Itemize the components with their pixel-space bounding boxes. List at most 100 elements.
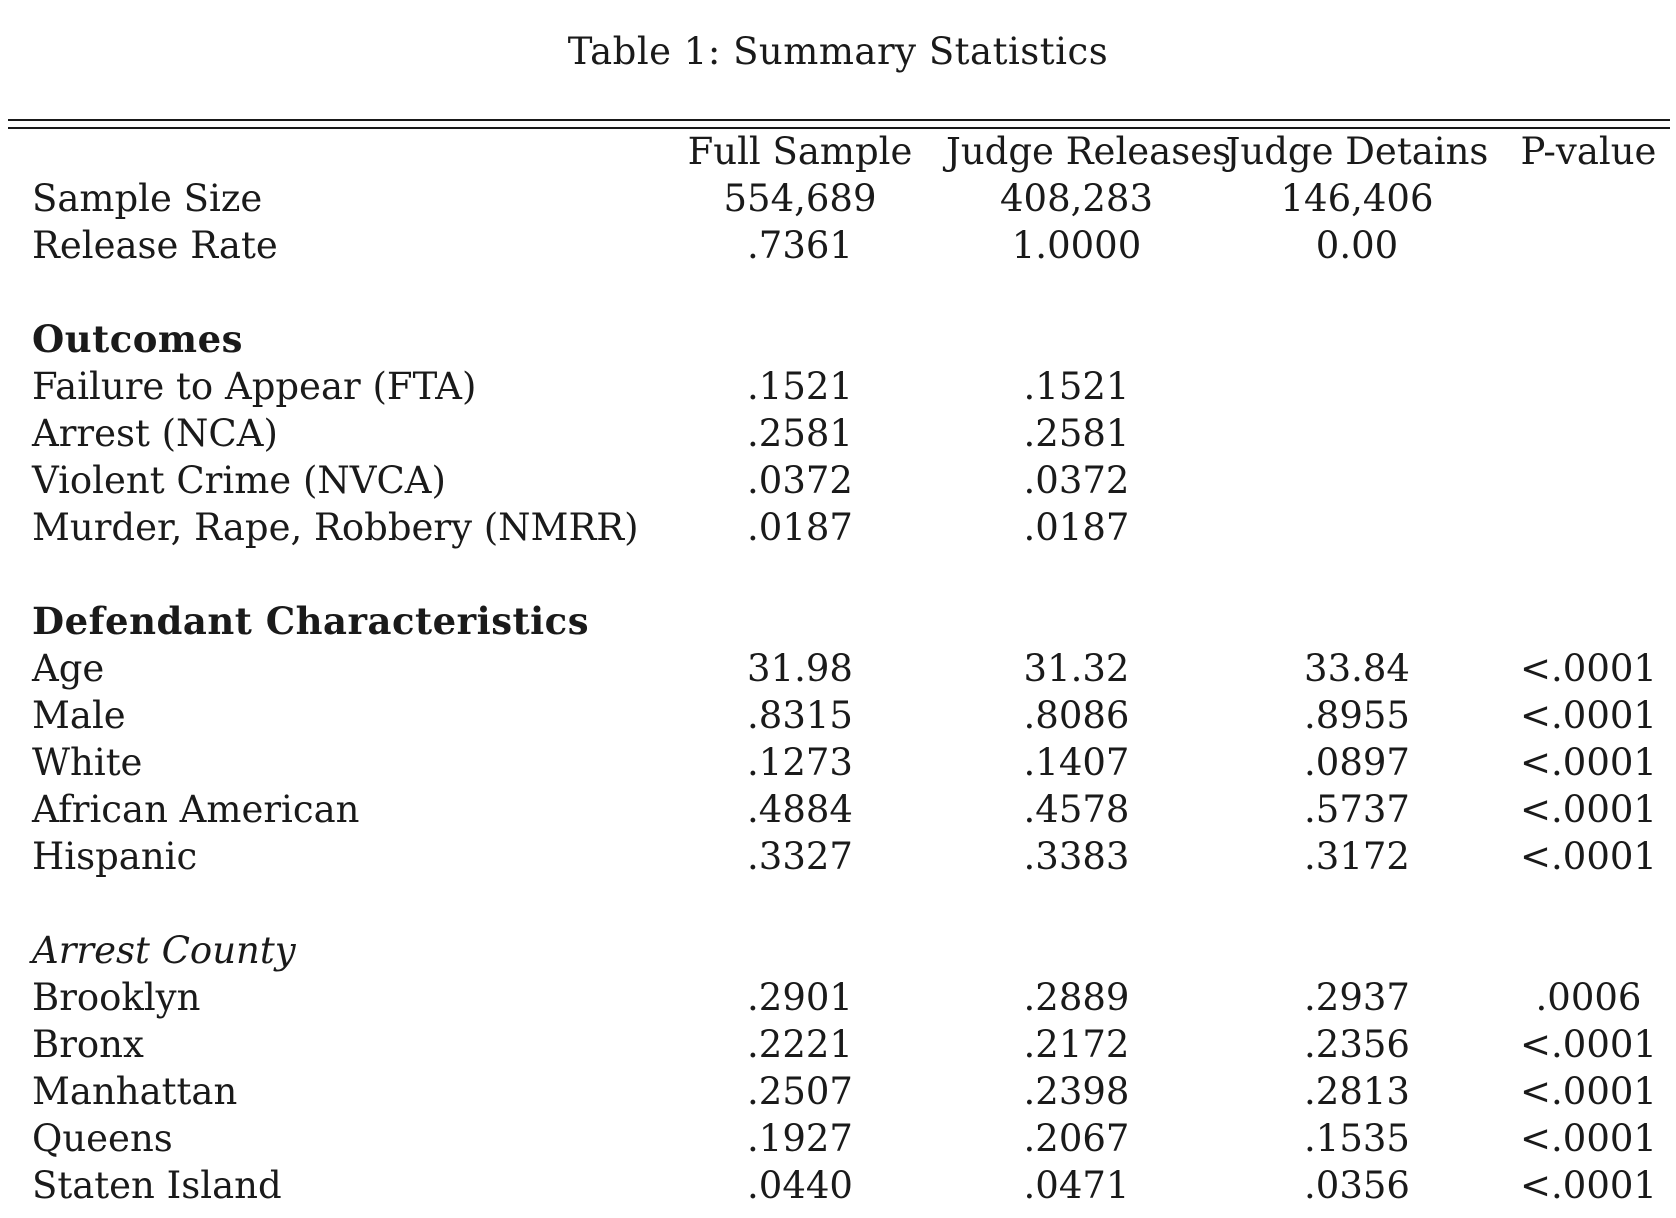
judge-releases-value: .0187 (1023, 506, 1130, 549)
table-body: Sample Size 554,689 408,283 146,406 Release … (32, 175, 1670, 1209)
table-row: Staten Island .0440 .0471 .0356 <.0001 (32, 1162, 1670, 1209)
table-row: Hispanic .3327 .3383 .3172 <.0001 (32, 833, 1670, 880)
table-row: Sample Size 554,689 408,283 146,406 (32, 175, 1670, 222)
judge-detains-value: .8955 (1304, 694, 1410, 737)
column-header-full-sample: Full Sample (687, 130, 913, 173)
header-empty-cell (32, 128, 654, 175)
column-header-p-value: P-value (1520, 130, 1657, 173)
judge-detains-value: 0.00 (1315, 224, 1399, 267)
judge-releases-value: 31.32 (1023, 647, 1130, 690)
table-row: African American .4884 .4578 .5737 <.0001 (32, 786, 1670, 833)
p-value: <.0001 (1520, 1164, 1657, 1207)
section-heading-outcomes-title: Outcomes (32, 317, 243, 361)
p-value: <.0001 (1520, 1023, 1657, 1066)
table-row: Brooklyn .2901 .2889 .2937 .0006 (32, 974, 1670, 1021)
row-label: Male (32, 694, 126, 737)
p-value (1507, 222, 1670, 269)
full-sample-value: .4884 (747, 788, 853, 831)
judge-releases-value: .8086 (1023, 694, 1130, 737)
p-value: <.0001 (1520, 835, 1657, 878)
section-heading-defendant-characteristics: Defendant Characteristics (32, 598, 1670, 645)
judge-releases-value: .4578 (1023, 788, 1130, 831)
full-sample-value: .7361 (747, 224, 853, 267)
spacer-cell (32, 551, 1670, 598)
spacer-row (32, 269, 1670, 316)
full-sample-value: .0372 (747, 459, 853, 502)
judge-releases-value: 408,283 (999, 177, 1153, 220)
judge-releases-value: .1521 (1023, 365, 1130, 408)
spacer-cell (32, 269, 1670, 316)
judge-releases-value: .2067 (1023, 1117, 1130, 1160)
p-value (1507, 457, 1670, 504)
row-label: Violent Crime (NVCA) (32, 459, 446, 502)
spacer-cell (32, 880, 1670, 927)
table-row: White .1273 .1407 .0897 <.0001 (32, 739, 1670, 786)
column-header-judge-detains: Judge Detains (1225, 130, 1489, 173)
judge-detains-value: .2813 (1304, 1070, 1410, 1113)
p-value (1507, 504, 1670, 551)
p-value: <.0001 (1520, 694, 1657, 737)
p-value: <.0001 (1520, 1117, 1657, 1160)
judge-releases-value: .2889 (1023, 976, 1130, 1019)
table-row: Male .8315 .8086 .8955 <.0001 (32, 692, 1670, 739)
full-sample-value: .1521 (747, 365, 853, 408)
row-label: Murder, Rape, Robbery (NMRR) (32, 506, 639, 549)
p-value (1507, 410, 1670, 457)
judge-releases-value: .2172 (1023, 1023, 1130, 1066)
column-header-judge-releases: Judge Releases (946, 130, 1232, 173)
table-row: Violent Crime (NVCA) .0372 .0372 (32, 457, 1670, 504)
judge-releases-value: 1.0000 (1011, 224, 1142, 267)
p-value (1507, 363, 1670, 410)
full-sample-value: 554,689 (723, 177, 877, 220)
spacer-row (32, 551, 1670, 598)
p-value: <.0001 (1520, 1070, 1657, 1113)
table-row: Queens .1927 .2067 .1535 <.0001 (32, 1115, 1670, 1162)
row-label: Manhattan (32, 1070, 238, 1113)
p-value: <.0001 (1520, 741, 1657, 784)
row-label: Hispanic (32, 835, 198, 878)
subsection-heading-arrest-county: Arrest County (32, 927, 1670, 974)
table-caption: Table 1: Summary Statistics (567, 30, 1109, 73)
judge-detains-value: 146,406 (1280, 177, 1434, 220)
row-label: Sample Size (32, 177, 263, 220)
judge-detains-value: .2937 (1304, 976, 1410, 1019)
subsection-heading-arrest-county-title: Arrest County (32, 929, 296, 972)
judge-detains-value (1207, 504, 1507, 551)
full-sample-value: .1273 (747, 741, 853, 784)
row-label: Staten Island (32, 1164, 282, 1207)
judge-releases-value: .0471 (1023, 1164, 1130, 1207)
judge-detains-value: 33.84 (1304, 647, 1410, 690)
header-row: Full Sample Judge Releases Judge Detains… (32, 128, 1670, 175)
top-rule-second (8, 127, 1670, 129)
row-label: White (32, 741, 143, 784)
row-label: Failure to Appear (FTA) (32, 365, 477, 408)
section-heading-defendant-characteristics-title: Defendant Characteristics (32, 599, 590, 643)
table-row: Murder, Rape, Robbery (NMRR) .0187 .0187 (32, 504, 1670, 551)
row-label: African American (32, 788, 360, 831)
full-sample-value: .0440 (747, 1164, 853, 1207)
top-rule (8, 119, 1670, 121)
judge-releases-value: .2398 (1023, 1070, 1130, 1113)
judge-detains-value: .1535 (1304, 1117, 1410, 1160)
judge-detains-value (1207, 410, 1507, 457)
judge-releases-value: .2581 (1023, 412, 1130, 455)
row-label: Queens (32, 1117, 173, 1160)
table-row: Manhattan .2507 .2398 .2813 <.0001 (32, 1068, 1670, 1115)
judge-detains-value: .0356 (1304, 1164, 1410, 1207)
full-sample-value: .1927 (747, 1117, 853, 1160)
judge-releases-value: .0372 (1023, 459, 1130, 502)
row-label: Brooklyn (32, 976, 201, 1019)
judge-detains-value: .2356 (1304, 1023, 1410, 1066)
p-value: .0006 (1535, 976, 1642, 1019)
full-sample-value: .2221 (747, 1023, 853, 1066)
table-row: Arrest (NCA) .2581 .2581 (32, 410, 1670, 457)
judge-releases-value: .3383 (1023, 835, 1130, 878)
p-value: <.0001 (1520, 647, 1657, 690)
full-sample-value: .2581 (747, 412, 853, 455)
judge-detains-value: .0897 (1304, 741, 1410, 784)
judge-detains-value (1207, 457, 1507, 504)
spacer-row (32, 880, 1670, 927)
table-row: Release Rate .7361 1.0000 0.00 (32, 222, 1670, 269)
judge-detains-value: .5737 (1304, 788, 1410, 831)
judge-detains-value: .3172 (1304, 835, 1410, 878)
